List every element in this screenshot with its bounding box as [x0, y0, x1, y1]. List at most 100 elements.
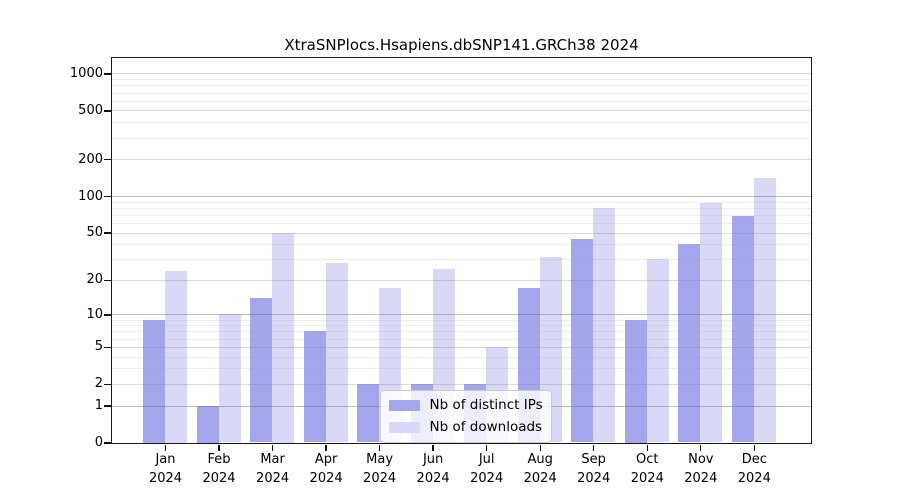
y-tick-label-0: 0 — [94, 435, 103, 450]
legend-label-distinct-ips: Nb of distinct IPs — [429, 397, 543, 413]
bar-downloads-oct — [646, 259, 669, 443]
y-tick-mark-200 — [104, 159, 111, 161]
gridline-10 — [111, 314, 811, 316]
x-tick-mark-sep — [593, 444, 595, 451]
gridline-7 — [111, 331, 811, 333]
x-tick-mark-jan — [164, 444, 167, 451]
gridline-50 — [111, 232, 811, 234]
gridline-700 — [111, 92, 811, 94]
gridline-200 — [111, 159, 811, 161]
bar-downloads-mar — [272, 232, 295, 443]
y-tick-mark-1000 — [104, 73, 111, 75]
bar-downloads-apr — [325, 262, 348, 443]
legend-swatch-distinct-ips — [388, 399, 420, 411]
x-tick-mark-oct — [646, 444, 648, 451]
y-tick-mark-2 — [104, 383, 111, 385]
bar-downloads-sep — [593, 207, 616, 443]
y-tick-label-100: 100 — [78, 188, 103, 204]
gridline-80 — [111, 207, 811, 209]
x-tick-mark-aug — [539, 444, 541, 451]
y-tick-label-200: 200 — [78, 151, 103, 167]
x-tick-mark-dec — [753, 444, 755, 451]
y-tick-label-10: 10 — [86, 306, 103, 322]
gridline-40 — [111, 244, 811, 246]
x-tick-label-jan: Jan 2024 — [148, 452, 183, 486]
bar-distinct-ips-nov — [678, 244, 701, 443]
x-tick-label-dec: Dec 2024 — [737, 452, 771, 486]
plot-area: Nb of distinct IPs Nb of downloads — [110, 56, 812, 444]
x-tick-mark-mar — [271, 444, 274, 451]
gridline-9 — [111, 319, 811, 321]
x-tick-mark-nov — [700, 444, 702, 451]
legend-swatch-downloads — [388, 421, 420, 433]
x-tick-label-aug: Aug 2024 — [523, 452, 557, 486]
gridline-4 — [111, 356, 811, 358]
x-tick-mark-feb — [218, 444, 220, 451]
x-tick-mark-jul — [486, 444, 488, 451]
gridline-90 — [111, 201, 811, 203]
gridline-800 — [111, 85, 811, 87]
gridline-1000 — [111, 73, 811, 75]
y-tick-mark-100 — [104, 195, 111, 198]
gridline-6 — [111, 338, 811, 340]
x-tick-label-mar: Mar 2024 — [256, 452, 290, 486]
bar-downloads-nov — [700, 202, 723, 443]
legend-item-distinct-ips: Nb of distinct IPs — [388, 396, 543, 415]
x-tick-mark-jun — [432, 444, 434, 451]
y-tick-label-2: 2 — [94, 376, 103, 392]
x-tick-label-apr: Apr 2024 — [309, 452, 343, 486]
y-tick-label-50: 50 — [86, 225, 103, 240]
y-tick-mark-0 — [104, 442, 111, 444]
x-tick-label-jul: Jul 2024 — [470, 452, 504, 486]
gridline-30 — [111, 259, 811, 261]
gridline-2 — [111, 383, 811, 385]
bar-downloads-feb — [218, 314, 241, 443]
bar-distinct-ips-jan — [143, 319, 165, 443]
legend-label-downloads: Nb of downloads — [429, 419, 543, 435]
bar-downloads-dec — [753, 178, 776, 443]
x-tick-label-oct: Oct 2024 — [630, 452, 664, 486]
legend-item-downloads: Nb of downloads — [388, 418, 543, 437]
bar-distinct-ips-feb — [196, 405, 219, 443]
bar-distinct-ips-apr — [303, 331, 326, 443]
y-tick-mark-20 — [104, 279, 111, 282]
gridline-100 — [111, 196, 811, 197]
legend: Nb of distinct IPs Nb of downloads — [379, 389, 552, 443]
gridline-20 — [111, 279, 811, 281]
gridline-400 — [111, 122, 811, 124]
chart-title: XtraSNPlocs.Hsapiens.dbSNP141.GRCh38 202… — [284, 36, 639, 54]
y-tick-mark-5 — [104, 346, 111, 348]
x-tick-label-nov: Nov 2024 — [684, 452, 718, 486]
x-tick-label-may: May 2024 — [363, 452, 397, 486]
gridline-70 — [111, 214, 811, 216]
y-tick-label-20: 20 — [86, 272, 103, 288]
x-tick-label-jun: Jun 2024 — [416, 452, 450, 486]
y-tick-mark-500 — [104, 110, 111, 112]
gridline-900 — [111, 79, 811, 81]
y-tick-label-1: 1 — [94, 398, 103, 413]
y-tick-mark-50 — [104, 232, 111, 234]
y-tick-label-500: 500 — [78, 102, 103, 118]
x-tick-label-sep: Sep 2024 — [577, 452, 611, 486]
bar-distinct-ips-mar — [250, 297, 273, 443]
bar-distinct-ips-sep — [571, 239, 594, 443]
bar-distinct-ips-oct — [624, 319, 647, 443]
gridline-300 — [111, 137, 811, 139]
bar-downloads-jan — [165, 270, 187, 443]
x-tick-mark-apr — [325, 444, 327, 451]
gridline-600 — [111, 100, 811, 102]
x-tick-mark-may — [378, 444, 381, 451]
y-tick-label-1000: 1000 — [69, 65, 103, 81]
gridline-5 — [111, 346, 811, 348]
y-tick-mark-10 — [104, 314, 111, 316]
y-tick-mark-1 — [104, 405, 111, 407]
gridline-8 — [111, 325, 811, 327]
gridline-60 — [111, 222, 811, 224]
bar-distinct-ips-may — [357, 383, 380, 443]
gridline-3 — [111, 368, 811, 370]
bar-distinct-ips-dec — [731, 216, 754, 443]
gridline-500 — [111, 110, 811, 112]
y-tick-label-5: 5 — [94, 339, 103, 355]
x-tick-label-feb: Feb 2024 — [202, 452, 236, 486]
